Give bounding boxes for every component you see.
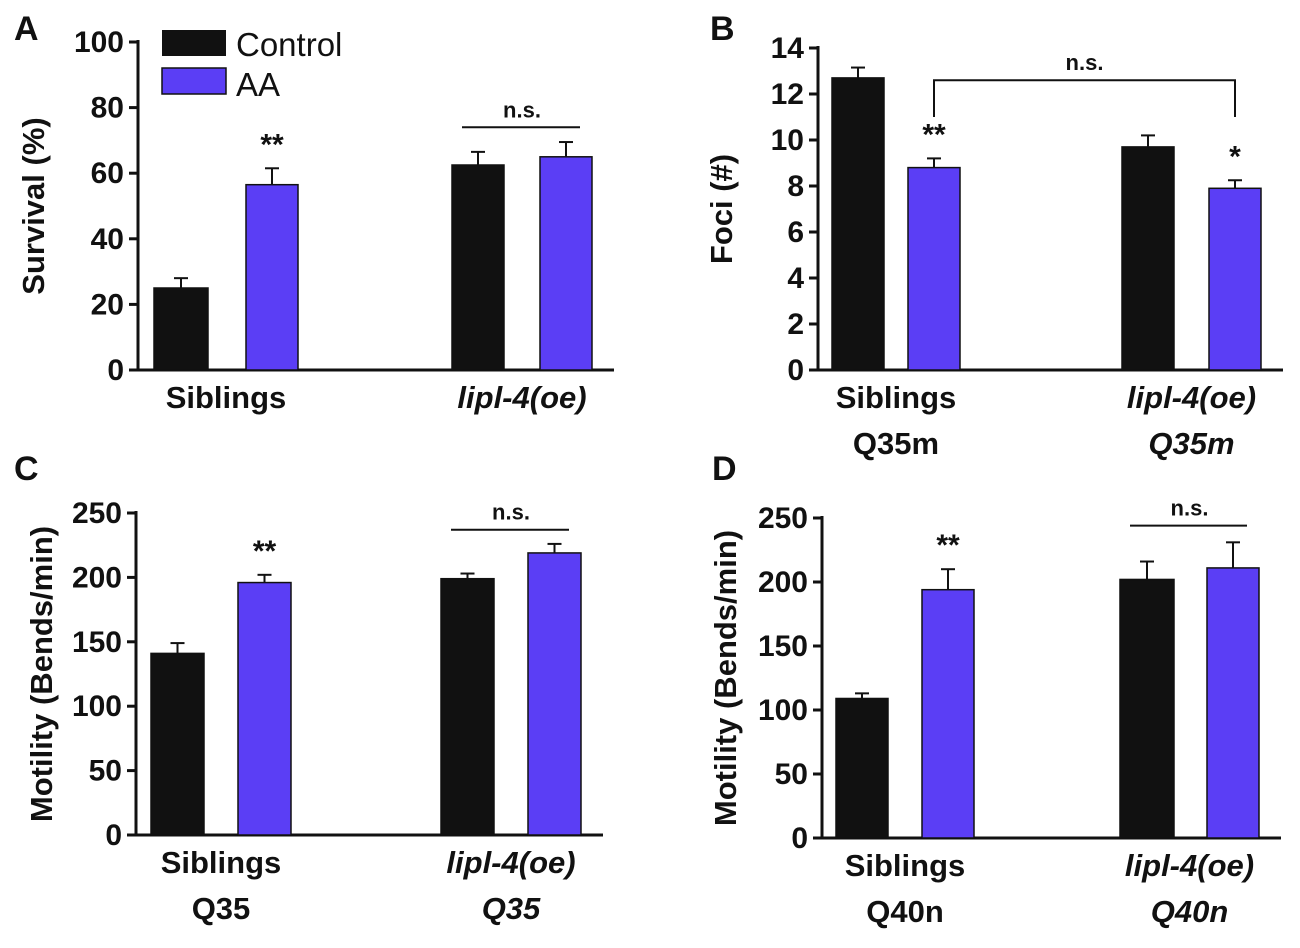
panel-d-ns-label: n.s. [1171, 496, 1209, 521]
panel-c-category-label: lipl-4(oe) [446, 845, 575, 880]
panel-d-ytick-label: 150 [758, 630, 808, 663]
panel-b-category-label: lipl-4(oe) [1127, 380, 1256, 415]
panel-a-bar-control-1 [451, 164, 505, 371]
panel-c-significance: ** [253, 535, 277, 568]
panel-a-letter: A [14, 10, 39, 48]
panel-d-category-label: Q40n [1151, 894, 1229, 929]
legend-swatch-control [162, 30, 226, 56]
panel-d-significance: ** [936, 529, 960, 562]
panel-a-bar-aa-0 [245, 183, 299, 371]
panel-d-category-label: Q40n [866, 894, 944, 929]
panel-c-ytick-label: 250 [72, 497, 122, 530]
panel-d-ytick-label: 100 [758, 694, 808, 727]
panel-b-significance: * [1229, 140, 1241, 173]
panel-c-ytick-label: 100 [72, 690, 122, 723]
panel-c-bar-control-1 [440, 577, 495, 836]
legend: Control AA [161, 26, 342, 103]
panel-a-ylabel: Survival (%) [16, 117, 51, 294]
panel-c-ns-label: n.s. [492, 500, 530, 525]
panel-c-letter: C [14, 450, 39, 488]
panel-d-bar-control-1 [1119, 578, 1175, 839]
panel-c-category-label: Siblings [161, 845, 282, 880]
legend-label-control: Control [236, 26, 342, 63]
panel-b-ytick-label: 6 [787, 216, 804, 249]
legend-label-aa: AA [236, 66, 280, 103]
panel-a-category-label: lipl-4(oe) [457, 380, 586, 415]
panel-c-bar-aa-0 [237, 581, 292, 836]
panel-b-ytick-label: 12 [771, 78, 804, 111]
panel-d-ytick-label: 250 [758, 502, 808, 535]
panel-c-ytick-label: 200 [72, 561, 122, 594]
legend-swatch-aa [161, 67, 227, 95]
panel-b-ytick-label: 4 [787, 262, 804, 295]
panel-c: C Motility (Bends/min) 0 50 100 150 200 250 Sibl… [14, 450, 603, 926]
panel-b-bar-aa-0 [907, 166, 961, 371]
panel-b-bar-control-1 [1121, 146, 1175, 371]
panel-d-bar-aa-1 [1206, 567, 1260, 839]
panel-a-bar-aa-1 [539, 156, 593, 371]
panel-b-category-label: Q35m [853, 426, 939, 461]
panel-a-ytick-label: 20 [91, 288, 124, 321]
panel-a-ytick-label: 100 [74, 26, 124, 59]
panel-b-ns-label: n.s. [1066, 50, 1104, 75]
panel-d-letter: D [712, 450, 737, 488]
panel-c-ytick-label: 50 [89, 755, 122, 788]
panel-d-ylabel: Motility (Bends/min) [708, 530, 743, 826]
panel-c-bar-control-0 [150, 652, 205, 836]
panel-d-bar-control-0 [835, 697, 889, 839]
panel-b-significance: ** [922, 118, 946, 151]
panel-b-ytick-label: 2 [787, 308, 804, 341]
panel-d: D Motility (Bends/min) 0 50 100 150 200 250 Sibl… [708, 450, 1281, 929]
panel-d-bar-aa-0 [921, 588, 975, 839]
panel-d-ytick-label: 200 [758, 566, 808, 599]
panel-b-ytick-label: 14 [771, 32, 805, 65]
panel-c-ytick-label: 0 [105, 819, 122, 852]
panel-c-bar-aa-1 [527, 552, 582, 836]
panel-b-ylabel: Foci (#) [704, 154, 739, 264]
panel-a-ytick-label: 80 [91, 92, 124, 125]
panel-a-ns-label: n.s. [503, 97, 541, 122]
panel-a-ytick-label: 60 [91, 157, 124, 190]
panel-c-ytick-label: 150 [72, 626, 122, 659]
panel-c-ylabel: Motility (Bends/min) [24, 526, 59, 822]
panel-b-ytick-label: 0 [787, 354, 804, 387]
panel-b-category-label: Q35m [1148, 426, 1234, 461]
panel-d-category-label: lipl-4(oe) [1125, 848, 1254, 883]
panel-a-ytick-label: 0 [107, 354, 124, 387]
panel-b-letter: B [710, 10, 735, 48]
panel-a-category-label: Siblings [166, 380, 287, 415]
panel-b-bar-control-0 [831, 77, 885, 371]
panel-b-ytick-label: 8 [787, 170, 804, 203]
panel-a-bar-control-0 [153, 287, 209, 371]
panel-a-ytick-label: 40 [91, 223, 124, 256]
panel-c-category-label: Q35 [482, 891, 541, 926]
panel-a-significance: ** [260, 128, 284, 161]
panel-c-category-label: Q35 [192, 891, 251, 926]
panel-b-bar-aa-1 [1208, 187, 1262, 371]
panel-d-ytick-label: 50 [775, 758, 808, 791]
panel-d-category-label: Siblings [845, 848, 966, 883]
panel-b-ytick-label: 10 [771, 124, 804, 157]
panel-b: B Foci (#) 0 2 4 6 8 10 12 14 Siblings Q35m lipl-4(o… [704, 10, 1283, 461]
panel-d-ytick-label: 0 [791, 822, 808, 855]
panel-b-ns-bracket [933, 79, 1236, 117]
panel-b-category-label: Siblings [836, 380, 957, 415]
panel-a: A Survival (%) 0 20 40 60 80 100 Siblings lipl-4(… [14, 10, 614, 415]
